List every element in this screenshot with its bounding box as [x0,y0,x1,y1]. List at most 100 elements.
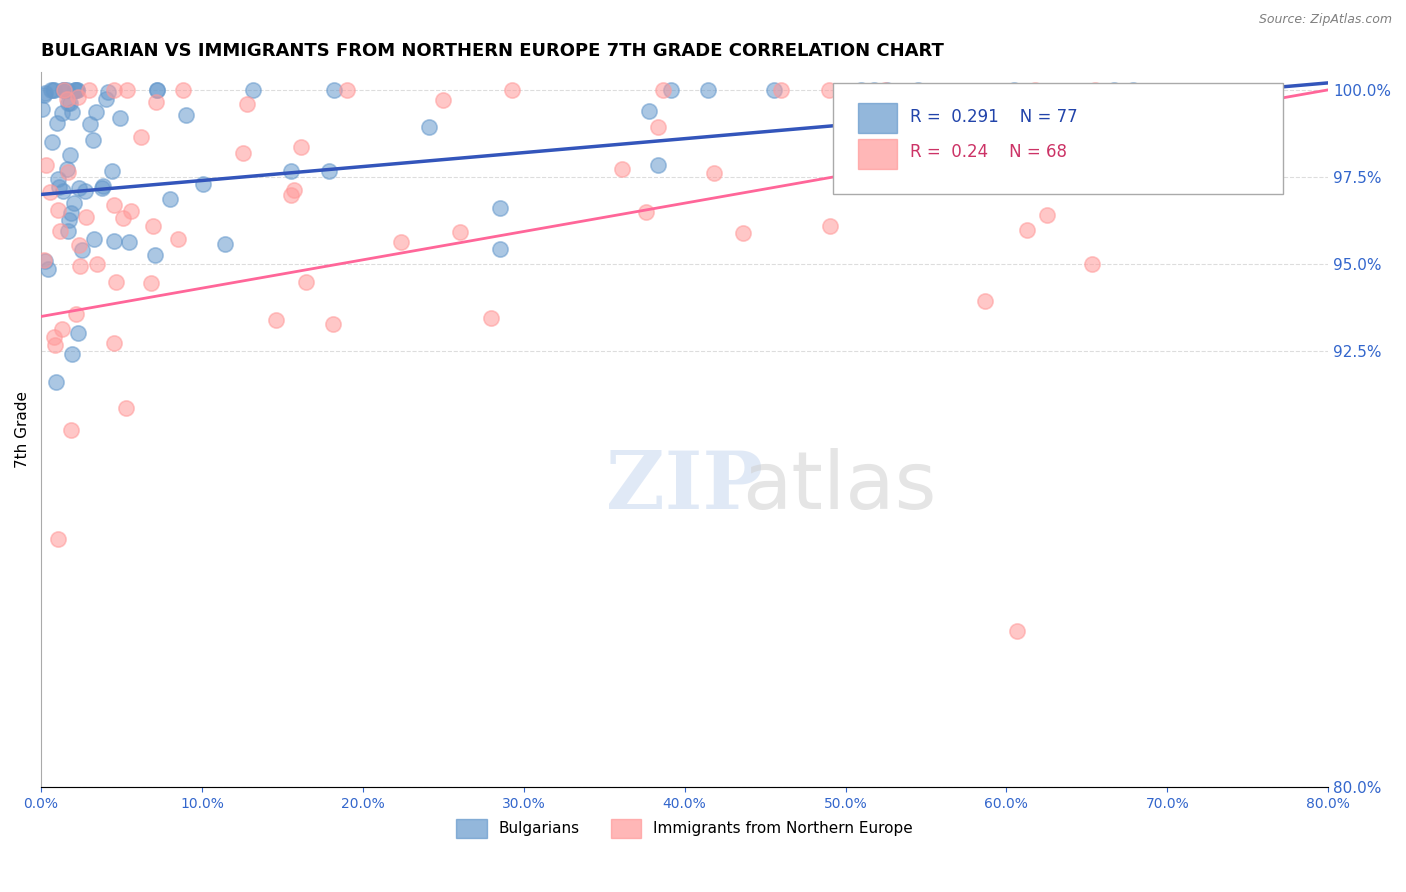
Bulgarians [59,96,82,111]
Bulgarians [59,206,82,220]
Bulgarians [96,92,118,106]
Immigrants from Northern Europe [120,203,142,218]
Immigrants from Northern Europe [290,140,312,154]
Immigrants from Northern Europe [432,93,454,107]
Immigrants from Northern Europe [974,293,997,308]
Bulgarians [53,83,76,97]
FancyBboxPatch shape [832,83,1284,194]
Bulgarians [75,184,97,198]
Bulgarians [863,83,886,97]
Bulgarians [174,108,197,122]
Bulgarians [37,261,59,276]
Bulgarians [145,248,167,262]
Immigrants from Northern Europe [48,224,70,238]
Bulgarians [84,104,107,119]
Bulgarians [39,83,62,97]
Bulgarians [1122,83,1144,97]
Immigrants from Northern Europe [818,83,841,97]
Bulgarians [60,347,83,361]
Immigrants from Northern Europe [479,311,502,326]
Immigrants from Northern Europe [280,187,302,202]
Y-axis label: 7th Grade: 7th Grade [15,392,30,468]
Text: ZIP: ZIP [606,448,763,526]
Bulgarians [242,83,264,97]
Bulgarians [56,224,79,238]
Text: BULGARIAN VS IMMIGRANTS FROM NORTHERN EUROPE 7TH GRADE CORRELATION CHART: BULGARIAN VS IMMIGRANTS FROM NORTHERN EU… [41,42,943,60]
Immigrants from Northern Europe [1035,208,1057,222]
Immigrants from Northern Europe [1017,223,1039,237]
Immigrants from Northern Europe [295,275,318,289]
Immigrants from Northern Europe [75,211,97,225]
Immigrants from Northern Europe [104,276,127,290]
Bulgarians [97,85,120,99]
Bulgarians [45,375,67,389]
Bulgarians [323,83,346,97]
Bulgarians [79,117,101,131]
Immigrants from Northern Europe [389,235,412,249]
Bulgarians [108,111,131,125]
Immigrants from Northern Europe [818,219,841,233]
Bulgarians [56,161,79,176]
Bulgarians [146,83,169,97]
Bulgarians [851,83,873,97]
Bulgarians [51,106,73,120]
Bulgarians [34,87,56,101]
Immigrants from Northern Europe [652,83,675,97]
Text: R =  0.24    N = 68: R = 0.24 N = 68 [910,144,1067,161]
Immigrants from Northern Europe [103,197,125,211]
Bulgarians [103,234,125,248]
Immigrants from Northern Europe [703,166,725,180]
Immigrants from Northern Europe [943,163,966,178]
Text: Source: ZipAtlas.com: Source: ZipAtlas.com [1258,13,1392,27]
Bulgarians [63,83,86,97]
Immigrants from Northern Europe [79,83,101,97]
Immigrants from Northern Europe [58,165,80,179]
Bulgarians [42,83,65,97]
Immigrants from Northern Europe [59,423,82,437]
Bulgarians [70,243,93,257]
Immigrants from Northern Europe [1084,83,1107,97]
Immigrants from Northern Europe [34,253,56,268]
Immigrants from Northern Europe [612,162,634,177]
Bulgarians [647,158,669,172]
Bulgarians [489,242,512,256]
Bulgarians [56,95,79,110]
Immigrants from Northern Europe [1081,257,1104,271]
Bulgarians [58,213,80,227]
FancyBboxPatch shape [859,139,897,169]
Bulgarians [46,172,69,186]
Immigrants from Northern Europe [142,219,165,233]
Bulgarians [66,83,89,97]
Bulgarians [62,104,84,119]
Immigrants from Northern Europe [35,158,58,172]
Bulgarians [697,83,720,97]
Bulgarians [91,179,114,194]
Bulgarians [31,102,53,116]
Bulgarians [907,83,929,97]
Immigrants from Northern Europe [875,83,897,97]
Immigrants from Northern Europe [42,329,65,343]
Immigrants from Northern Europe [39,185,62,199]
Immigrants from Northern Europe [103,83,125,97]
Immigrants from Northern Europe [129,130,152,145]
Immigrants from Northern Europe [336,83,359,97]
Bulgarians [659,83,682,97]
Immigrants from Northern Europe [236,96,259,111]
Bulgarians [63,83,86,97]
Bulgarians [82,132,104,146]
Bulgarians [41,135,63,149]
Immigrants from Northern Europe [283,183,305,197]
Immigrants from Northern Europe [46,532,69,546]
Immigrants from Northern Europe [69,259,91,273]
Bulgarians [66,83,89,97]
Bulgarians [91,181,114,195]
Immigrants from Northern Europe [733,226,755,240]
Immigrants from Northern Europe [449,225,471,239]
Immigrants from Northern Europe [835,166,858,180]
Bulgarians [1010,117,1032,131]
Immigrants from Northern Europe [634,205,657,219]
Bulgarians [34,254,56,268]
Bulgarians [763,83,786,97]
Immigrants from Northern Europe [1024,83,1046,97]
Immigrants from Northern Europe [52,83,75,97]
